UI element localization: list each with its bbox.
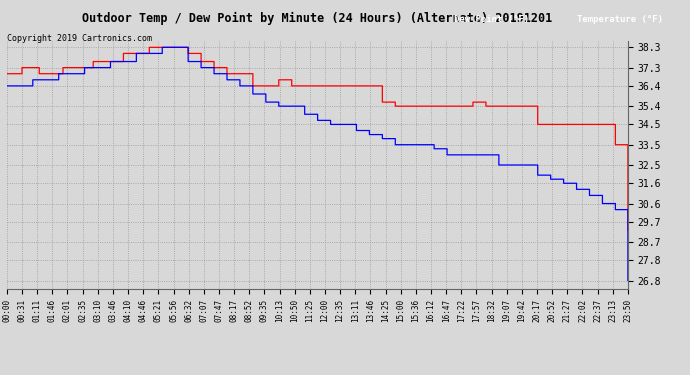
Title: Outdoor Temp / Dew Point by Minute (24 Hours) (Alternate) 20191201: Outdoor Temp / Dew Point by Minute (24 H… [82, 12, 553, 25]
Text: Temperature (°F): Temperature (°F) [577, 15, 663, 24]
Text: Copyright 2019 Cartronics.com: Copyright 2019 Cartronics.com [7, 34, 152, 43]
Text: Dew Point (°F): Dew Point (°F) [454, 15, 529, 24]
